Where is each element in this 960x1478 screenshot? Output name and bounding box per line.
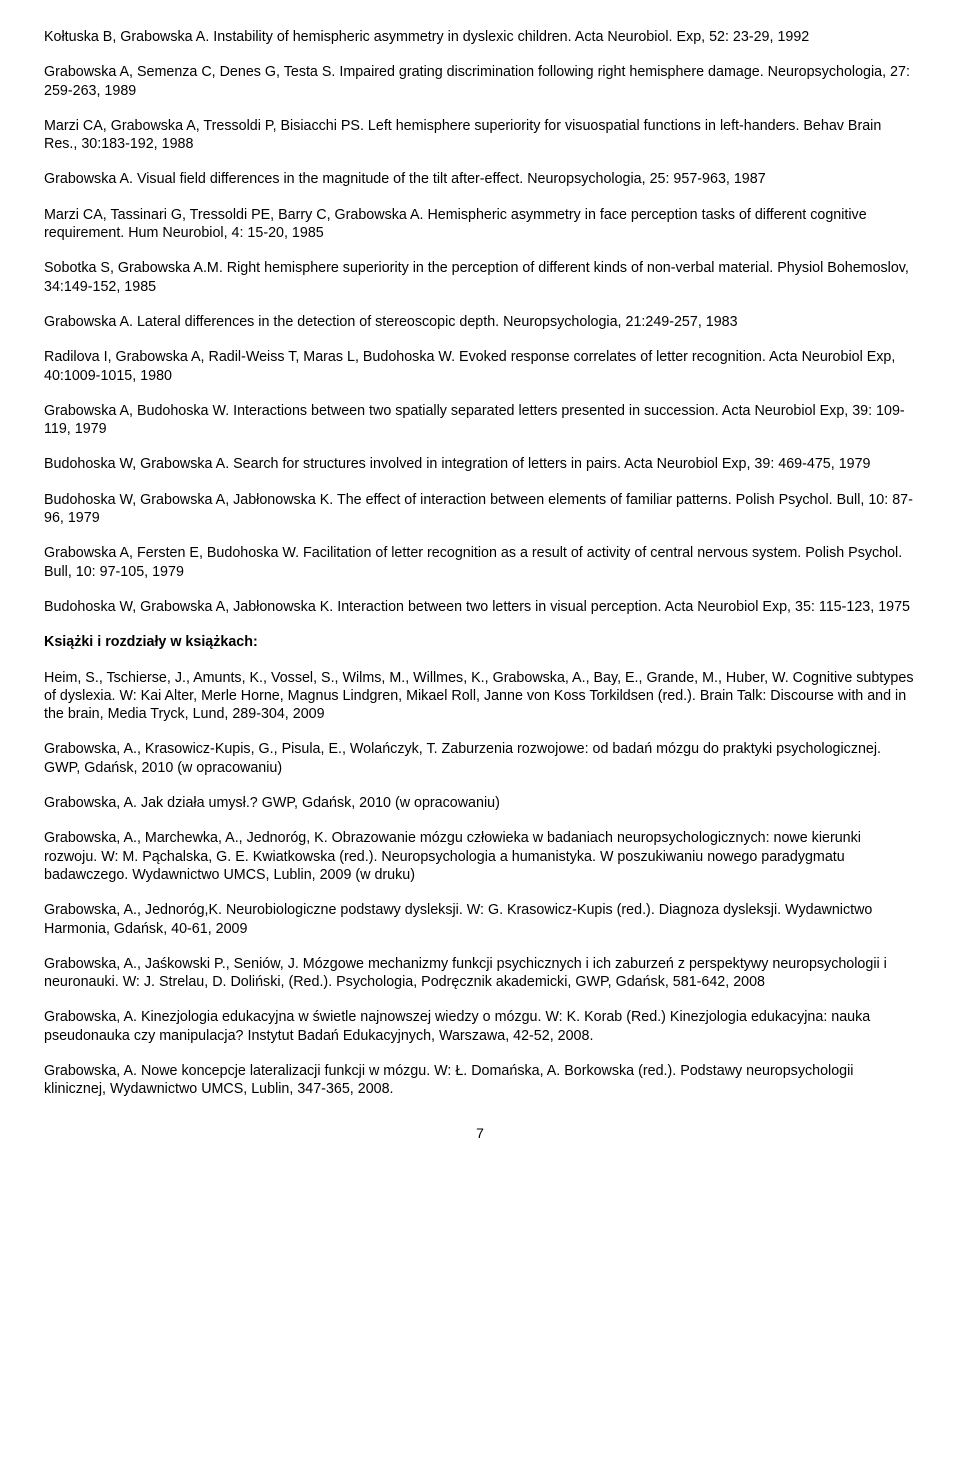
book-item: Grabowska, A. Kinezjologia edukacyjna w … [44,1008,916,1045]
reference-item: Budohoska W, Grabowska A. Search for str… [44,455,916,473]
book-item: Grabowska, A. Jak działa umysł.? GWP, Gd… [44,794,916,812]
book-item: Grabowska, A., Jaśkowski P., Seniów, J. … [44,955,916,992]
book-item: Grabowska, A., Krasowicz-Kupis, G., Pisu… [44,740,916,777]
references-list: Kołtuska B, Grabowska A. Instability of … [44,28,916,616]
reference-item: Radilova I, Grabowska A, Radil-Weiss T, … [44,348,916,385]
reference-item: Grabowska A. Lateral differences in the … [44,313,916,331]
reference-item: Marzi CA, Grabowska A, Tressoldi P, Bisi… [44,117,916,154]
reference-item: Kołtuska B, Grabowska A. Instability of … [44,28,916,46]
reference-item: Grabowska A, Budohoska W. Interactions b… [44,402,916,439]
reference-item: Budohoska W, Grabowska A, Jabłonowska K.… [44,598,916,616]
reference-item: Grabowska A, Semenza C, Denes G, Testa S… [44,63,916,100]
book-item: Grabowska, A., Marchewka, A., Jednoróg, … [44,829,916,884]
reference-item: Marzi CA, Tassinari G, Tressoldi PE, Bar… [44,206,916,243]
books-list: Heim, S., Tschierse, J., Amunts, K., Vos… [44,669,916,1099]
reference-item: Grabowska A, Fersten E, Budohoska W. Fac… [44,544,916,581]
reference-item: Budohoska W, Grabowska A, Jabłonowska K.… [44,491,916,528]
reference-item: Sobotka S, Grabowska A.M. Right hemisphe… [44,259,916,296]
reference-item: Grabowska A. Visual field differences in… [44,170,916,188]
page-body: Kołtuska B, Grabowska A. Instability of … [0,0,960,1162]
book-item: Grabowska, A., Jednoróg,K. Neurobiologic… [44,901,916,938]
book-item: Heim, S., Tschierse, J., Amunts, K., Vos… [44,669,916,724]
section-heading-books: Książki i rozdziały w książkach: [44,633,916,651]
book-item: Grabowska, A. Nowe koncepcje lateralizac… [44,1062,916,1099]
page-number: 7 [44,1125,916,1143]
